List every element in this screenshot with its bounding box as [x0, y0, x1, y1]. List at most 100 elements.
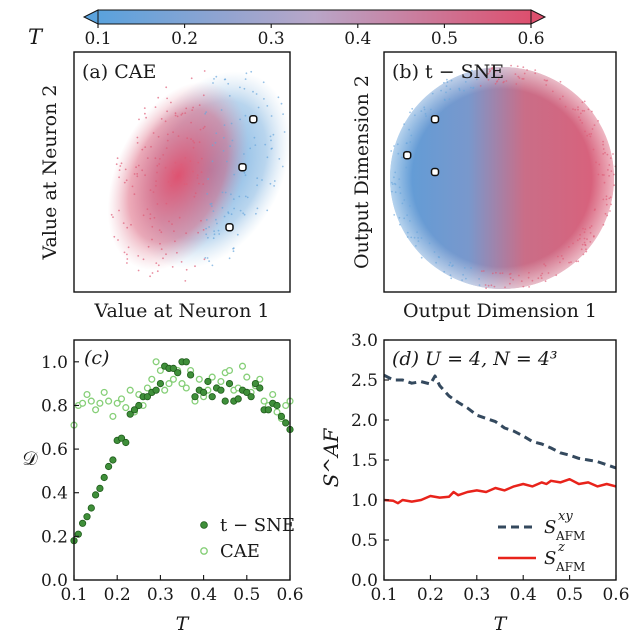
- cloud-dot: [155, 180, 158, 183]
- legend-z-sup: z: [557, 540, 565, 555]
- cloud-dot: [458, 88, 461, 90]
- cloud-dot: [440, 89, 442, 92]
- y-tick-label: 1.0: [41, 353, 68, 373]
- cloud-dot: [257, 106, 260, 109]
- cloud-dot: [443, 81, 445, 84]
- cloud-dot: [158, 163, 161, 165]
- cae-point: [117, 395, 126, 403]
- cloud-dot: [534, 69, 537, 71]
- cloud-dot: [166, 139, 169, 142]
- cloud-dot: [198, 141, 201, 144]
- cloud-dot: [516, 65, 519, 68]
- cloud-dot: [406, 231, 409, 234]
- x-tick-label: 0.2: [104, 585, 131, 605]
- cloud-dot: [515, 83, 518, 85]
- cloud-dot: [577, 260, 580, 263]
- cloud-dot: [470, 86, 472, 89]
- cloud-dot: [224, 191, 227, 194]
- panel-d: 0.1 0.2 0.3 0.4 0.5 0.60.00.51.01.52.02.53.0 …: [319, 331, 630, 635]
- series-s-afm-xy-line: [383, 373, 617, 470]
- cloud-dot: [208, 260, 211, 262]
- cloud-dot: [146, 208, 149, 211]
- cloud-dot: [489, 69, 492, 72]
- cae-point: [169, 375, 177, 383]
- cloud-dot: [479, 85, 482, 87]
- cloud-dot: [123, 181, 126, 184]
- cloud-dot: [171, 172, 174, 175]
- cloud-dot: [593, 124, 596, 126]
- cloud-dot: [281, 165, 284, 168]
- legend-tsne-label: t − SNE: [220, 515, 295, 536]
- cloud-dot: [170, 101, 172, 104]
- cloud-dot: [266, 105, 269, 107]
- cloud-dot: [242, 212, 245, 215]
- cloud-dot: [405, 166, 408, 169]
- cloud-dot: [213, 230, 216, 233]
- cloud-dot: [192, 170, 194, 173]
- legend-cae-marker: [200, 547, 208, 555]
- cloud-dot: [445, 91, 447, 94]
- cloud-dot: [144, 112, 146, 115]
- cloud-dot: [197, 161, 200, 164]
- cloud-dot: [243, 153, 245, 155]
- panel-a-frame: [73, 51, 291, 293]
- cloud-dot: [154, 157, 157, 160]
- cloud-dot: [203, 125, 206, 128]
- cloud-dot: [110, 213, 113, 216]
- cloud-dot: [172, 131, 175, 134]
- cloud-dot: [262, 81, 265, 84]
- y-tick-label: 0.5: [351, 531, 378, 551]
- cloud-dot: [136, 142, 139, 144]
- cloud-dot: [540, 274, 542, 277]
- colorbar: T 0.1 0.2 0.3 0.4 0.5 0.6: [28, 9, 547, 49]
- cloud-dot: [136, 173, 139, 175]
- cloud-dot: [472, 87, 474, 89]
- cloud-dot: [475, 78, 478, 81]
- marked-point: [249, 114, 258, 124]
- cloud-dot: [606, 214, 609, 217]
- cloud-dot: [420, 110, 423, 112]
- cloud-dot: [433, 251, 436, 253]
- cloud-dot: [156, 164, 159, 167]
- cloud-dot: [230, 122, 233, 125]
- legend-tsne-marker: [200, 521, 208, 529]
- cloud-dot: [207, 236, 209, 239]
- cae-point: [100, 388, 108, 396]
- cae-point: [122, 404, 130, 412]
- panel-c-legend: t − SNE CAE: [200, 515, 295, 562]
- cloud-dot: [261, 179, 263, 181]
- x-tick-label: 0.2: [417, 585, 444, 605]
- panel-c-label: (c): [84, 347, 109, 369]
- cloud-dot: [282, 113, 284, 115]
- cloud-dot: [137, 269, 140, 272]
- cloud-dot: [579, 112, 582, 115]
- cloud-dot: [527, 276, 530, 279]
- cloud-dot: [393, 176, 395, 179]
- tsne-point: [117, 434, 126, 442]
- panel-d-xlabel: T: [494, 613, 508, 635]
- cloud-dot: [610, 170, 613, 173]
- cloud-dot: [518, 274, 520, 277]
- cloud-dot: [399, 192, 402, 195]
- cloud-dot: [577, 108, 579, 111]
- cloud-dot: [570, 261, 572, 263]
- cloud-dot: [518, 77, 521, 79]
- tsne-point: [264, 406, 272, 414]
- cloud-dot: [551, 90, 554, 93]
- cloud-dot: [230, 193, 232, 196]
- cloud-dot: [256, 177, 259, 180]
- cloud-dot: [501, 272, 504, 275]
- cloud-dot: [162, 154, 165, 156]
- panel-a-label: (a) CAE: [82, 61, 156, 83]
- cloud-dot: [583, 100, 586, 103]
- cloud-dot: [210, 202, 213, 205]
- tsne-point: [256, 384, 264, 392]
- cloud-dot: [409, 205, 411, 207]
- cloud-dot: [403, 123, 405, 126]
- cloud-dot: [166, 133, 169, 136]
- cloud-dot: [270, 139, 272, 142]
- cloud-dot: [249, 147, 252, 150]
- cae-point: [148, 375, 156, 383]
- tsne-point: [79, 519, 87, 527]
- cloud-dot: [157, 96, 160, 99]
